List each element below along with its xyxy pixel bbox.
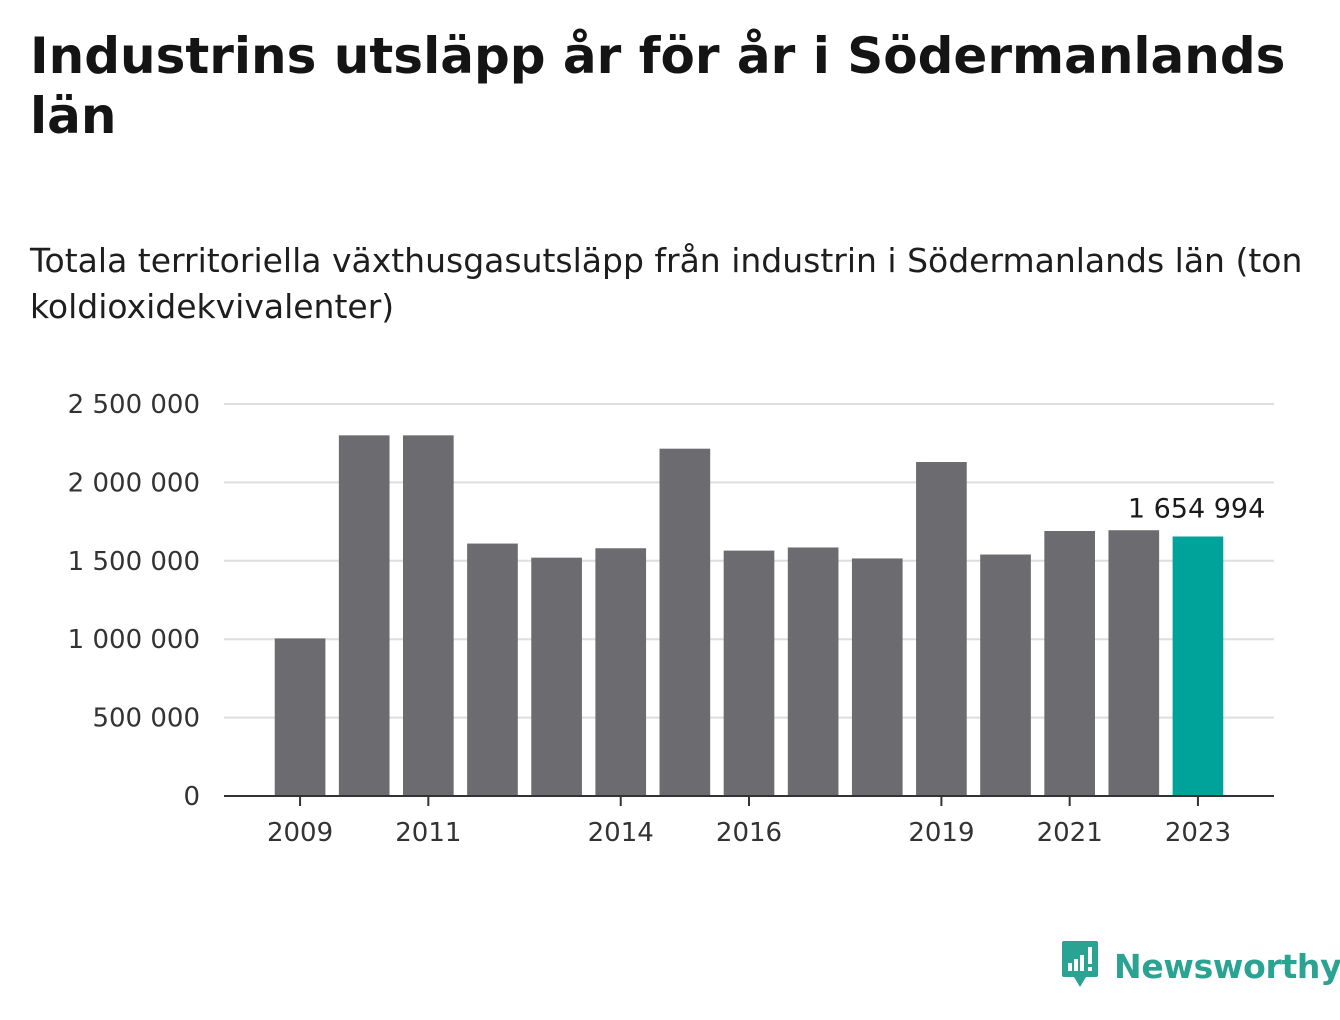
bar-2014 [595,548,647,796]
bar-2019 [916,462,967,796]
x-axis-tick-labels: 2009 2011 2014 2016 2019 2021 2023 [267,818,1231,848]
chart-subtitle: Totala territoriella växthusgasutsläpp f… [30,241,1303,326]
bar-2015 [659,448,711,796]
x-tick-label: 2019 [908,818,974,848]
annotations: 1 654 994 [1128,493,1265,524]
bar-2018 [851,558,903,796]
x-tick-label: 2016 [716,818,782,848]
data-label-2023: 1 654 994 [1128,493,1265,524]
y-axis-tick-labels: 0 500 000 1 000 000 1 500 000 2 000 000 2 500… [68,390,200,812]
bar-chart-speech-bubble-icon [1060,939,1100,993]
bar-2020 [980,554,1031,796]
bar-2009 [274,638,326,796]
y-tick-label: 2 000 000 [68,468,200,498]
x-tick-label: 2023 [1165,818,1231,848]
x-tick-label: 2014 [588,818,654,848]
chart-title: Industrins utsläpp år för år i Södermanl… [30,27,1286,145]
x-tick-label: 2009 [267,818,333,848]
bar-2013 [531,557,582,796]
y-tick-label: 0 [183,782,200,812]
bar-2017 [787,547,839,796]
bar-2022 [1108,530,1160,796]
bars [274,435,1224,796]
bar-2021 [1044,531,1095,796]
x-tick-label: 2011 [395,818,461,848]
y-tick-label: 1 000 000 [68,625,200,655]
y-tick-label: 2 500 000 [68,390,200,420]
x-tick-label: 2021 [1037,818,1103,848]
y-tick-label: 1 500 000 [68,547,200,577]
bar-2011 [403,435,454,796]
y-tick-label: 500 000 [92,704,200,734]
bar-2010 [338,435,390,796]
bar-2023 [1172,536,1224,796]
x-axis [224,795,1274,806]
newsworthy-logo: Newsworthy [1060,940,1340,992]
bar-2016 [723,550,775,796]
brand-name: Newsworthy [1114,946,1340,986]
bar-2012 [467,543,518,796]
